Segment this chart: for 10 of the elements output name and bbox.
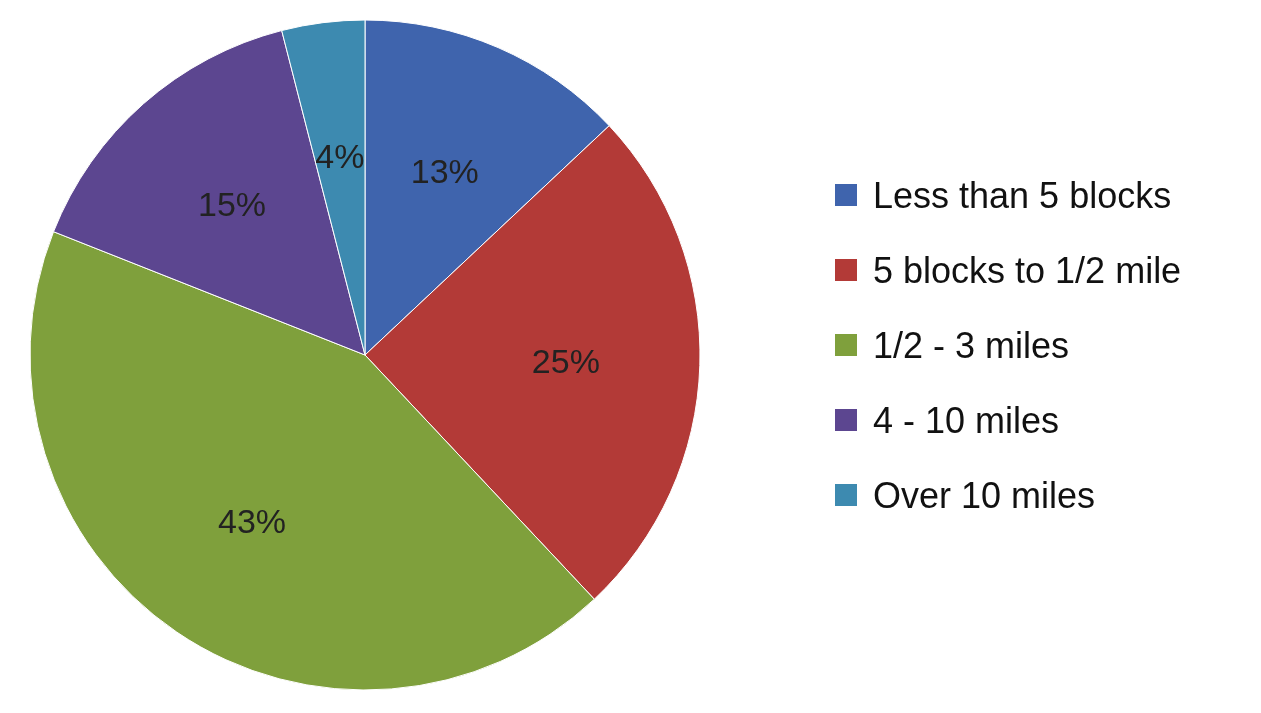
data-label: 25% xyxy=(531,342,600,381)
data-label: 13% xyxy=(410,151,479,190)
data-label: 4% xyxy=(315,136,365,175)
legend-label: Less than 5 blocks xyxy=(873,174,1172,216)
legend-label: 1/2 - 3 miles xyxy=(873,324,1070,366)
legend-label: 4 - 10 miles xyxy=(873,399,1060,441)
legend-label: 5 blocks to 1/2 mile xyxy=(873,249,1182,291)
data-label: 43% xyxy=(217,502,287,541)
legend-label: Over 10 miles xyxy=(873,474,1096,516)
data-label: 15% xyxy=(198,185,267,224)
